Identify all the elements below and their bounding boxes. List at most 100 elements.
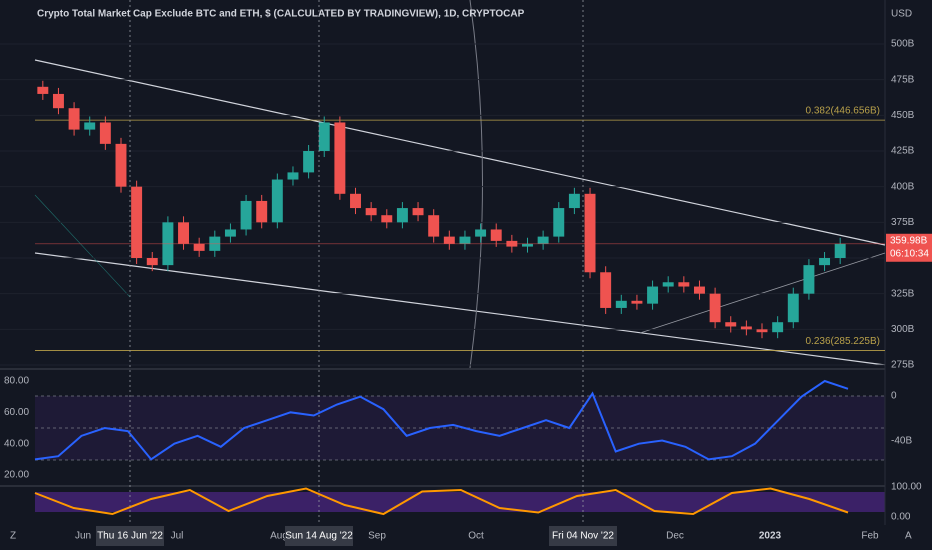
fib-label: 0.236(285.225B): [805, 336, 880, 347]
trend-line: [34, 59, 886, 246]
candle: [99, 122, 111, 144]
y-tick-label: 425B: [891, 146, 915, 157]
osc-tick-label: 40.00: [4, 438, 29, 449]
osc-tick-label: 80.00: [4, 376, 29, 387]
candle: [146, 258, 158, 266]
candle: [318, 122, 330, 152]
y-tick-label: 375B: [891, 217, 915, 228]
candle: [568, 193, 580, 209]
candle: [490, 229, 502, 241]
x-tick-label: Jul: [171, 531, 184, 542]
candle: [350, 193, 361, 209]
chart-title: Crypto Total Market Cap Exclude BTC and …: [37, 9, 525, 20]
candle: [772, 322, 784, 333]
x-tick-label: Aug: [270, 531, 288, 542]
y-tick-label: 300B: [891, 324, 915, 335]
divider: [0, 368, 885, 370]
candle: [475, 229, 487, 237]
osc-tick-label: 60.00: [4, 407, 29, 418]
currency: USD: [891, 9, 912, 20]
candle: [334, 122, 346, 194]
candle: [537, 236, 549, 244]
candle: [647, 286, 659, 304]
candle: [584, 193, 596, 273]
crosshair-tag: [285, 526, 353, 546]
osc-line: [34, 379, 849, 461]
x-tick-label: Jun: [75, 531, 91, 542]
x-tick-label: 2023: [759, 531, 782, 542]
trend-line: [639, 252, 886, 334]
y-tick-label: 475B: [891, 74, 915, 85]
candle: [709, 293, 721, 323]
candle: [787, 293, 799, 323]
crosshair-label: Fri 04 Nov '22: [552, 531, 614, 542]
candle: [553, 208, 565, 237]
candle: [131, 186, 143, 259]
osc-tick-label: 20.00: [4, 470, 29, 481]
osc-right-label: -40B: [891, 436, 912, 447]
stoch-tick-label: 0.00: [891, 512, 911, 523]
price-tag: [886, 233, 932, 262]
candle: [803, 265, 815, 294]
candle: [615, 300, 627, 308]
crosshair-tag: [549, 526, 617, 546]
candle: [240, 200, 252, 230]
candle: [193, 243, 205, 251]
y-tick-label: 325B: [891, 288, 915, 299]
candle: [52, 93, 64, 109]
candle: [443, 236, 455, 244]
y-tick-label: 500B: [891, 39, 915, 50]
candle: [115, 143, 127, 187]
logo: Z: [10, 531, 16, 542]
x-tick-label: Feb: [861, 531, 879, 542]
candle: [396, 208, 408, 223]
stoch-line: [34, 487, 849, 516]
x-tick-label: Dec: [666, 531, 684, 542]
divider: [0, 485, 885, 487]
arc: [469, 0, 483, 369]
candle: [678, 282, 690, 287]
candle: [256, 200, 268, 223]
crosshair-label: Thu 16 Jun '22: [97, 531, 163, 542]
candle: [178, 222, 190, 244]
countdown: 06:10:34: [890, 248, 929, 259]
last-price: 359.98B: [890, 235, 928, 246]
candle: [271, 179, 283, 223]
candle: [224, 229, 236, 237]
candle: [303, 151, 315, 173]
y-tick-label: 275B: [891, 360, 915, 371]
candle: [834, 243, 846, 259]
candle: [412, 208, 424, 216]
candle: [522, 243, 533, 247]
y-tick-label: 450B: [891, 110, 915, 121]
logo: A: [905, 531, 912, 542]
candle: [381, 215, 393, 223]
candle: [428, 215, 440, 237]
candle: [365, 208, 377, 216]
fib-label: 0.382(446.656B): [805, 106, 880, 117]
candle: [740, 326, 752, 330]
candle: [459, 236, 471, 244]
x-tick-label: Sep: [368, 531, 386, 542]
candle: [725, 322, 737, 327]
crosshair-label: Sun 14 Aug '22: [285, 531, 353, 542]
stoch-band: [35, 492, 885, 512]
candle: [662, 282, 674, 287]
x-tick-label: Oct: [468, 531, 484, 542]
candle: [631, 300, 643, 304]
y-tick-label: 400B: [891, 181, 915, 192]
trend-line: [34, 252, 886, 366]
candle: [819, 258, 831, 266]
candle: [68, 108, 80, 130]
candle: [600, 272, 612, 308]
osc-right-label: 0: [891, 391, 897, 402]
candle: [287, 172, 299, 180]
trend-line: [34, 194, 131, 298]
candle: [84, 122, 96, 130]
candle: [693, 286, 705, 294]
stoch-tick-label: 100.00: [891, 482, 922, 493]
candle: [37, 86, 49, 94]
candle: [756, 329, 768, 333]
